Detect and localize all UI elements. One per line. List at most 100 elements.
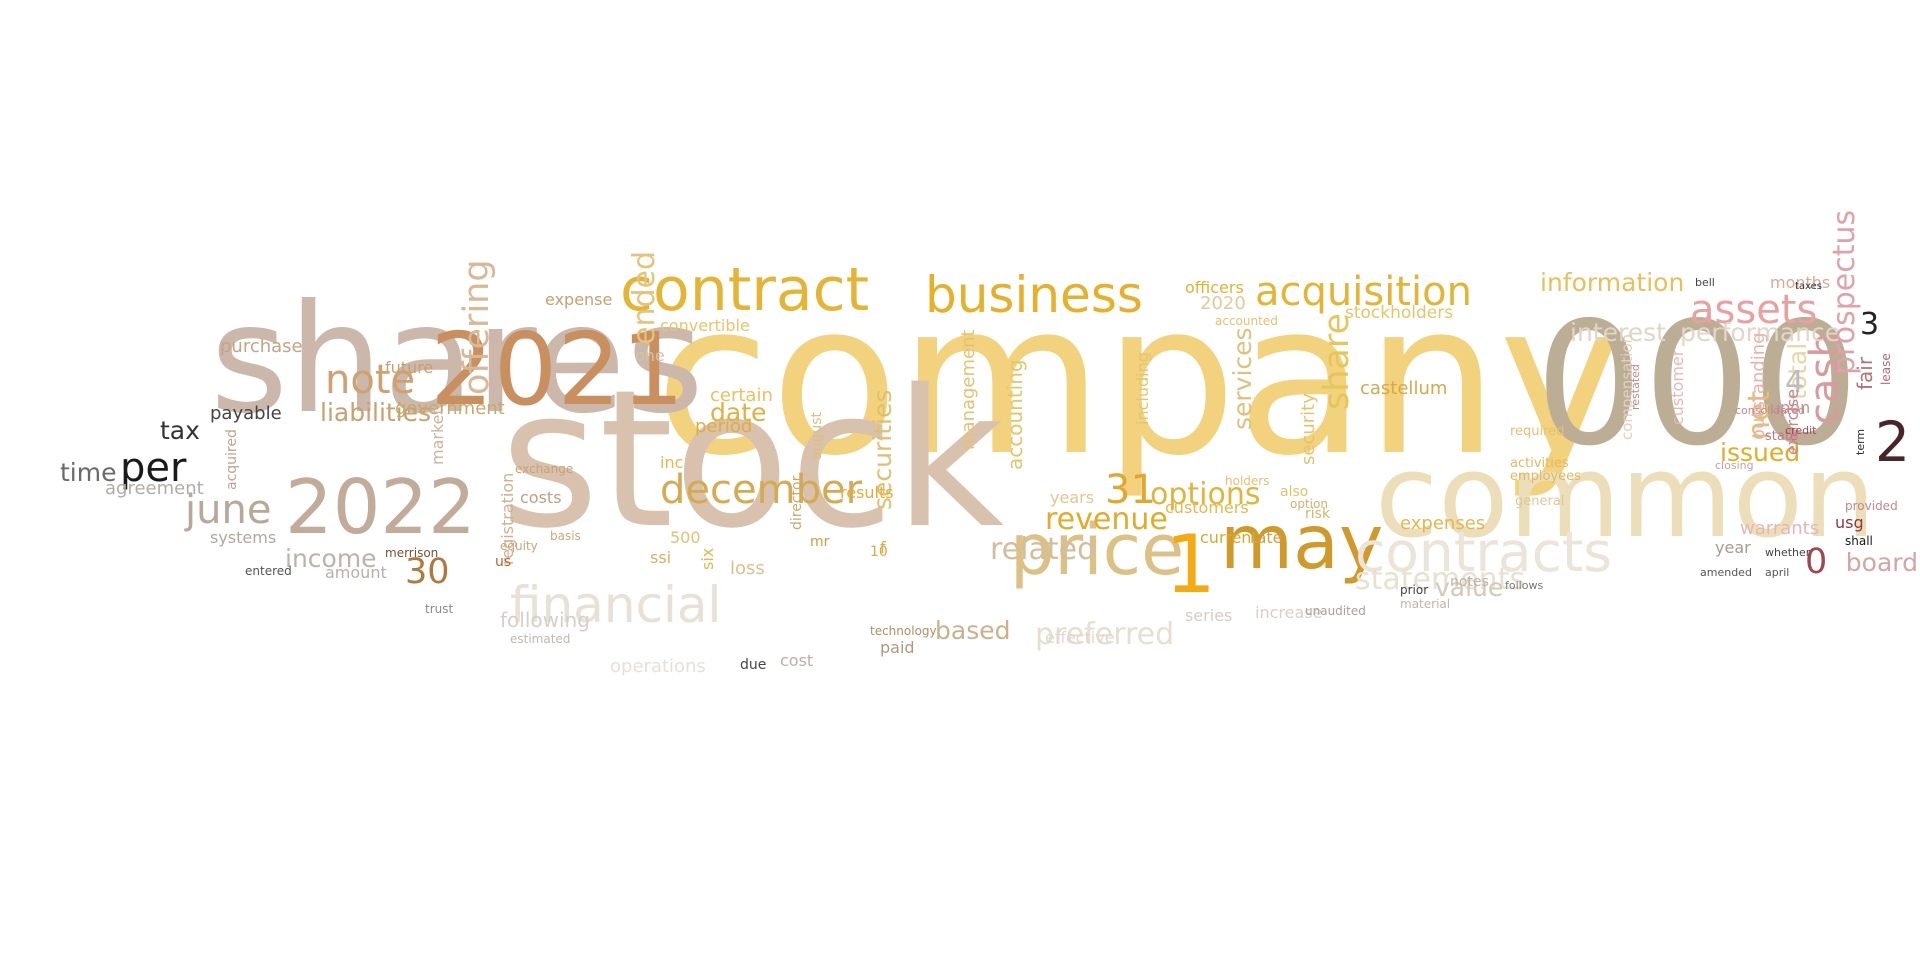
cloud-word: restated xyxy=(1629,364,1642,410)
cloud-word: stock xyxy=(500,349,1005,570)
cloud-word: performance xyxy=(1680,318,1841,347)
cloud-word: payable xyxy=(210,403,282,424)
cloud-word: contract xyxy=(620,255,870,325)
cloud-word: director xyxy=(789,475,805,530)
cloud-word: activities xyxy=(1510,456,1569,471)
cloud-word: unaudited xyxy=(1305,604,1366,618)
cloud-word: options xyxy=(1150,477,1261,512)
cloud-word: shall xyxy=(1845,534,1873,548)
cloud-word: business xyxy=(925,266,1143,324)
cloud-word: related xyxy=(990,532,1097,567)
cloud-word: expenses xyxy=(1400,513,1486,534)
cloud-word: six xyxy=(698,547,717,570)
cloud-word: series xyxy=(1185,606,1233,625)
cloud-word: months xyxy=(1770,273,1831,292)
cloud-word: information xyxy=(1540,268,1685,297)
cloud-word: board xyxy=(1845,548,1918,577)
cloud-word: risk xyxy=(1305,506,1331,522)
cloud-word: 31 xyxy=(1105,467,1156,513)
cloud-word: f xyxy=(880,538,886,557)
cloud-word: systems xyxy=(210,528,277,547)
cloud-word: shares xyxy=(210,273,704,447)
cloud-word: 4 xyxy=(1785,365,1805,400)
cloud-word: 500 xyxy=(670,528,701,547)
cloud-word: offering xyxy=(457,259,497,395)
cloud-word: 2021 xyxy=(430,311,685,428)
cloud-word: future xyxy=(385,358,434,377)
cloud-word: mr xyxy=(810,534,830,550)
cloud-word: 1 xyxy=(1165,518,1216,611)
cloud-word: term xyxy=(1854,428,1867,455)
cloud-word: expense xyxy=(545,290,613,309)
cloud-word: closing xyxy=(1715,459,1754,472)
cloud-word: 10 xyxy=(870,544,888,560)
cloud-word: credit xyxy=(1785,424,1817,437)
cloud-word: operations xyxy=(610,656,706,677)
cloud-word: prior xyxy=(1400,583,1429,597)
cloud-word: follows xyxy=(1505,579,1544,592)
cloud-word: assets xyxy=(1690,287,1818,333)
cloud-word: may xyxy=(1220,498,1384,586)
cloud-word: statements xyxy=(1355,562,1526,597)
cloud-word: value xyxy=(1435,573,1504,602)
cloud-word: including xyxy=(1133,352,1152,425)
cloud-word: castellum xyxy=(1360,378,1448,399)
cloud-word: certain xyxy=(710,385,773,406)
cloud-word: also xyxy=(1280,484,1309,500)
cloud-word: merrison xyxy=(385,546,439,560)
cloud-word: per xyxy=(120,445,187,491)
cloud-word: estimated xyxy=(510,632,571,646)
cloud-word: stockholders xyxy=(1345,303,1454,323)
cloud-word: acquired xyxy=(224,429,240,490)
cloud-word: customer xyxy=(1668,349,1687,425)
cloud-word: 2020 xyxy=(1200,293,1246,314)
cloud-word: date xyxy=(710,398,767,427)
cloud-word: common xyxy=(1375,430,1876,564)
cloud-word: company xyxy=(655,257,1623,502)
cloud-word: income xyxy=(285,544,377,573)
cloud-word: prospectus xyxy=(1827,209,1862,375)
cloud-word: year xyxy=(1715,538,1751,557)
cloud-word: issued xyxy=(1720,438,1801,467)
cloud-word: warrants xyxy=(1740,518,1820,539)
cloud-word: tax xyxy=(160,416,200,445)
cloud-word: upon xyxy=(1770,398,1811,417)
cloud-word: results xyxy=(840,483,894,502)
cloud-word: effective xyxy=(1045,628,1115,647)
cloud-word: required xyxy=(1510,424,1565,439)
cloud-word: 000 xyxy=(1535,286,1860,484)
cloud-word: provided xyxy=(1845,499,1898,513)
cloud-word: purchase xyxy=(220,336,303,357)
cloud-word: current xyxy=(1200,528,1258,547)
cloud-word: december xyxy=(660,467,863,513)
cloud-word: us xyxy=(495,554,512,570)
cloud-word: cost xyxy=(780,651,814,670)
cloud-word: interest xyxy=(1570,318,1666,347)
cloud-word: financial xyxy=(510,576,722,634)
cloud-word: period xyxy=(695,416,753,437)
cloud-word: costs xyxy=(520,488,562,507)
cloud-word: due xyxy=(740,657,767,673)
cloud-word: rate xyxy=(1250,528,1283,547)
cloud-word: amended xyxy=(1700,566,1752,579)
cloud-word: notes xyxy=(1450,574,1489,590)
cloud-word: one xyxy=(635,346,665,365)
cloud-word: lease xyxy=(1879,353,1893,385)
cloud-word: inc xyxy=(660,453,684,472)
cloud-word: april xyxy=(1765,566,1790,579)
cloud-word: market xyxy=(428,408,447,465)
cloud-word: contracts xyxy=(1355,520,1613,584)
cloud-word: price xyxy=(1010,509,1185,591)
cloud-word: years xyxy=(1050,488,1095,507)
cloud-word: paid xyxy=(880,638,915,657)
cloud-word: consolidated xyxy=(1735,404,1806,417)
cloud-word: agreement xyxy=(105,478,204,499)
cloud-word: government xyxy=(395,398,505,419)
cloud-word: trust xyxy=(425,602,454,616)
cloud-word: exchange xyxy=(515,462,574,476)
cloud-word: increase xyxy=(1255,603,1323,622)
cloud-word: acquisition xyxy=(1255,269,1472,315)
cloud-word: 30 xyxy=(405,552,450,592)
cloud-word: usg xyxy=(1835,513,1864,532)
